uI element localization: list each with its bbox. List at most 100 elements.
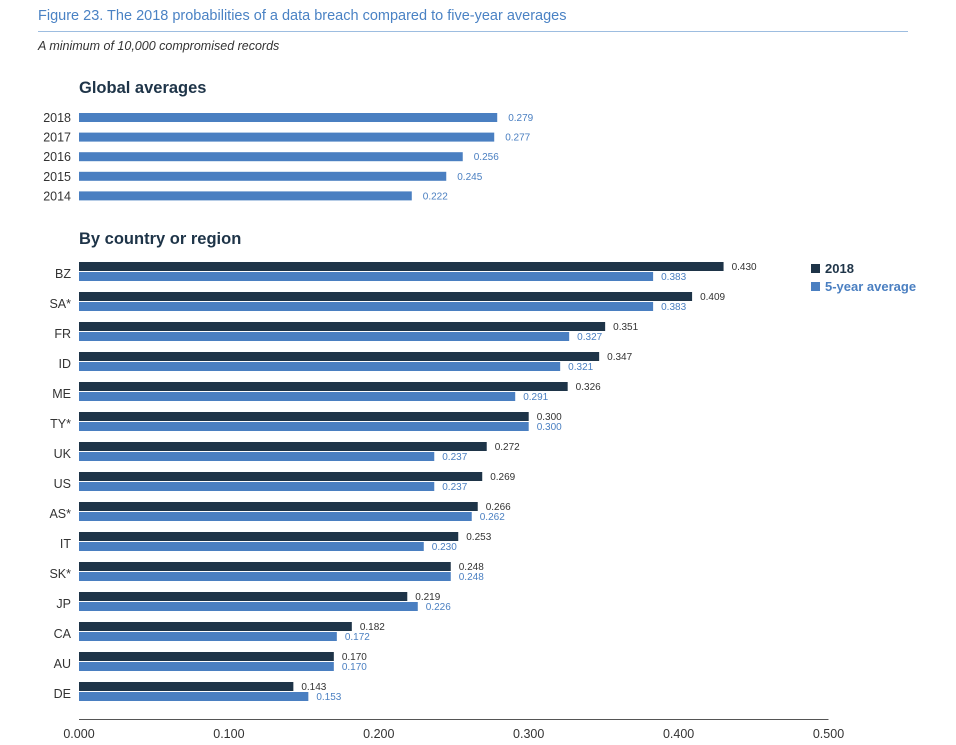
country-label-de: DE [54,687,71,701]
global-bar-2017 [79,132,495,142]
value-label-5yr-ca: 0.172 [345,632,370,643]
bar-5yr-fr [79,332,570,341]
country-region-title: By country or region [79,230,242,248]
bar-2018-us [79,472,483,481]
legend-item-2018: 2018 [811,259,916,277]
value-label-5yr-bz: 0.383 [661,272,686,283]
global-value-label-2015: 0.245 [457,172,482,183]
value-label-2018-bz: 0.430 [732,262,757,273]
value-label-2018-me: 0.326 [576,382,601,393]
bar-5yr-uk [79,452,435,461]
x-tick-label-3: 0.300 [513,727,544,741]
legend-label-2018: 2018 [825,260,854,276]
value-label-5yr-de: 0.153 [316,692,341,703]
value-label-2018-ty-star: 0.300 [537,412,562,423]
bar-5yr-me [79,392,516,401]
x-tick-label-4: 0.400 [663,727,694,741]
global-value-label-2017: 0.277 [505,133,530,144]
legend-swatch-2018 [811,263,820,273]
value-label-2018-sk-star: 0.248 [459,562,484,573]
value-label-5yr-me: 0.291 [523,392,548,403]
global-value-label-2016: 0.256 [474,152,499,163]
value-label-5yr-as-star: 0.262 [480,512,505,523]
country-label-au: AU [54,657,71,671]
value-label-5yr-it: 0.230 [432,542,457,553]
bar-2018-as-star [79,502,478,511]
bar-5yr-us [79,482,435,491]
value-label-2018-it: 0.253 [466,532,491,543]
value-label-5yr-jp: 0.226 [426,602,451,613]
country-label-sk-star: SK* [49,567,71,581]
bar-5yr-id [79,362,561,371]
value-label-5yr-id: 0.321 [568,362,593,373]
x-tick-label-5: 0.500 [813,727,844,741]
figure-subtitle: A minimum of 10,000 compromised records [38,39,280,53]
country-label-id: ID [59,357,72,371]
country-label-ty-star: TY* [50,417,71,431]
global-bar-2018 [79,113,498,122]
global-category-label-2016: 2016 [43,150,71,164]
value-label-5yr-us: 0.237 [442,482,467,493]
legend: 2018 5-year average [811,259,916,295]
bar-2018-ca [79,622,352,631]
bar-5yr-sk-star [79,572,451,581]
bar-2018-uk [79,442,487,451]
country-label-ca: CA [54,627,72,641]
value-label-2018-de: 0.143 [301,682,326,693]
value-label-2018-uk: 0.272 [495,442,520,453]
bar-2018-sk-star [79,562,451,571]
value-label-2018-fr: 0.351 [613,322,638,333]
value-label-2018-jp: 0.219 [415,592,440,603]
value-label-5yr-au: 0.170 [342,662,367,673]
global-category-label-2015: 2015 [43,170,71,184]
bar-2018-de [79,682,294,691]
title-divider [38,31,908,32]
global-category-label-2014: 2014 [43,189,71,203]
x-tick-label-2: 0.200 [363,727,394,741]
bar-2018-bz [79,262,724,271]
value-label-5yr-sk-star: 0.248 [459,572,484,583]
value-label-5yr-ty-star: 0.300 [537,422,562,433]
value-label-2018-ca: 0.182 [360,622,385,633]
bar-5yr-jp [79,602,418,611]
country-label-us: US [54,477,71,491]
legend-swatch-5-year-average [811,281,820,291]
country-label-me: ME [52,387,71,401]
country-label-as-star: AS* [49,507,71,521]
country-label-uk: UK [54,447,72,461]
value-label-2018-us: 0.269 [490,472,515,483]
bar-5yr-ca [79,632,337,641]
bar-2018-fr [79,322,606,331]
country-label-it: IT [60,537,71,551]
x-tick-label-1: 0.100 [213,727,244,741]
bar-2018-ty-star [79,412,529,421]
legend-item-5-year-average: 5-year average [811,277,916,295]
value-label-2018-as-star: 0.266 [486,502,511,513]
country-label-jp: JP [56,597,71,611]
country-label-sa-star: SA* [49,297,71,311]
global-bar-2016 [79,152,463,162]
bar-5yr-bz [79,272,654,281]
value-label-5yr-fr: 0.327 [577,332,602,343]
bar-5yr-as-star [79,512,472,521]
global-value-label-2014: 0.222 [423,191,448,202]
figure-title: Figure 23. The 2018 probabilities of a d… [38,8,567,24]
bar-2018-it [79,532,459,541]
global-bar-2014 [79,191,412,201]
legend-label-5-year-average: 5-year average [825,278,917,294]
x-tick-label-0: 0.000 [63,727,94,741]
bar-2018-sa-star [79,292,693,301]
global-value-label-2018: 0.279 [508,113,533,124]
bar-5yr-au [79,662,334,671]
bar-5yr-de [79,692,309,701]
bar-2018-au [79,652,334,661]
value-label-2018-id: 0.347 [607,352,632,363]
country-label-bz: BZ [55,267,71,281]
global-category-label-2018: 2018 [43,111,71,125]
global-bar-2015 [79,171,447,181]
bar-2018-id [79,352,600,361]
bar-5yr-it [79,542,424,551]
global-category-label-2017: 2017 [43,131,71,145]
bar-2018-me [79,382,568,391]
